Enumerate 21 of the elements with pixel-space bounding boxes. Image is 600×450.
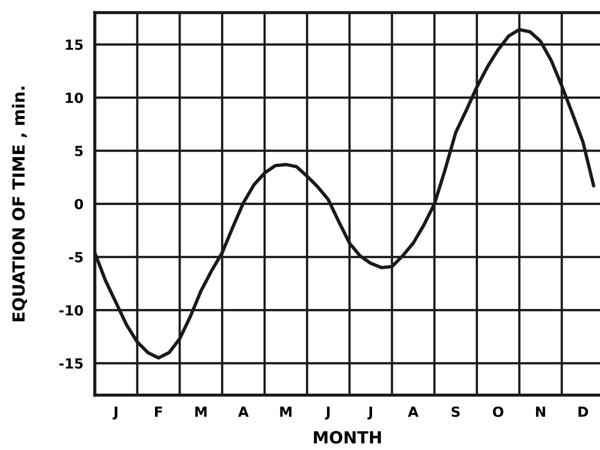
y-tick-label: -5 [69,252,83,262]
x-tick-label: F [155,406,162,417]
x-tick-label: J [112,406,118,420]
x-tick-label: A [408,406,419,417]
x-tick-label: N [536,406,546,417]
y-tick-label: 15 [66,40,83,50]
x-axis-title: MONTH [314,431,381,444]
x-tick-label: A [238,406,249,417]
x-tick-label: S [452,406,460,417]
x-tick-label: J [367,406,372,420]
x-tick-label: M [195,406,207,417]
x-tick-label: O [492,406,504,417]
x-tick-label: D [578,406,588,417]
y-tick-label: 5 [75,146,83,156]
y-tick-label: 0 [74,198,84,210]
x-tick-label: M [280,406,292,417]
y-tick-label: -15 [59,358,83,369]
y-tick-label: 10 [66,92,84,104]
x-tick-label: J [324,406,330,420]
y-tick-label: -10 [59,305,84,316]
y-axis-title: EQUATION OF TIME , min. [12,86,28,322]
